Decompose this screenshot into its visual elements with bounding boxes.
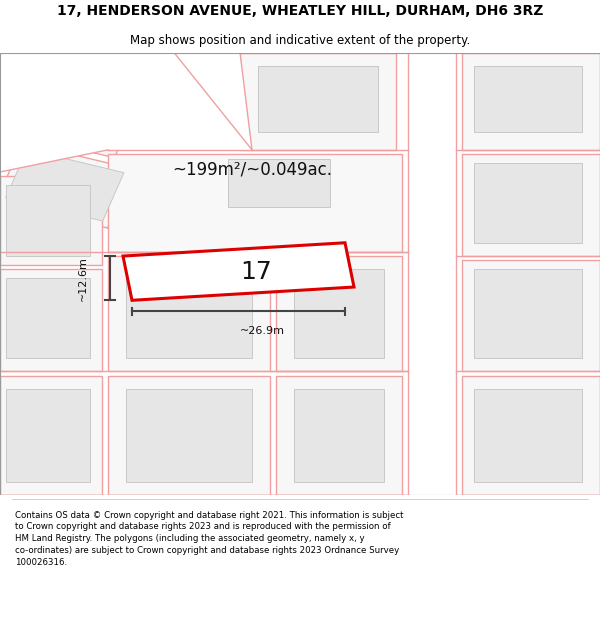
- Polygon shape: [462, 261, 600, 371]
- Polygon shape: [240, 52, 396, 150]
- Polygon shape: [5, 149, 124, 221]
- Polygon shape: [0, 69, 142, 158]
- Polygon shape: [0, 376, 102, 495]
- Polygon shape: [108, 376, 270, 495]
- Polygon shape: [462, 376, 600, 495]
- Polygon shape: [6, 389, 90, 482]
- Text: ~12.6m: ~12.6m: [78, 256, 88, 301]
- Polygon shape: [0, 52, 252, 172]
- Polygon shape: [258, 66, 378, 132]
- Text: ~26.9m: ~26.9m: [240, 326, 285, 336]
- Polygon shape: [474, 269, 582, 358]
- Polygon shape: [126, 269, 252, 358]
- Polygon shape: [108, 256, 270, 371]
- Polygon shape: [462, 52, 600, 150]
- Polygon shape: [228, 159, 330, 208]
- Polygon shape: [0, 176, 102, 265]
- Polygon shape: [276, 376, 402, 495]
- Polygon shape: [10, 76, 132, 151]
- Polygon shape: [474, 389, 582, 482]
- Polygon shape: [294, 389, 384, 482]
- Polygon shape: [174, 52, 252, 150]
- Polygon shape: [294, 269, 384, 358]
- Polygon shape: [123, 242, 354, 300]
- Polygon shape: [474, 66, 582, 132]
- Polygon shape: [6, 185, 90, 256]
- Text: ~199m²/~0.049ac.: ~199m²/~0.049ac.: [172, 161, 332, 179]
- Text: 17: 17: [241, 259, 272, 284]
- Polygon shape: [0, 269, 102, 371]
- Polygon shape: [474, 163, 582, 242]
- Polygon shape: [462, 154, 600, 256]
- Polygon shape: [408, 52, 456, 495]
- Polygon shape: [6, 278, 90, 358]
- Text: Map shows position and indicative extent of the property.: Map shows position and indicative extent…: [130, 34, 470, 47]
- Text: Contains OS data © Crown copyright and database right 2021. This information is : Contains OS data © Crown copyright and d…: [15, 511, 404, 567]
- Polygon shape: [276, 256, 402, 371]
- Polygon shape: [126, 389, 252, 482]
- Polygon shape: [180, 66, 228, 119]
- Text: 17, HENDERSON AVENUE, WHEATLEY HILL, DURHAM, DH6 3RZ: 17, HENDERSON AVENUE, WHEATLEY HILL, DUR…: [57, 4, 543, 19]
- Polygon shape: [108, 154, 402, 252]
- Polygon shape: [174, 52, 234, 132]
- Polygon shape: [0, 142, 133, 228]
